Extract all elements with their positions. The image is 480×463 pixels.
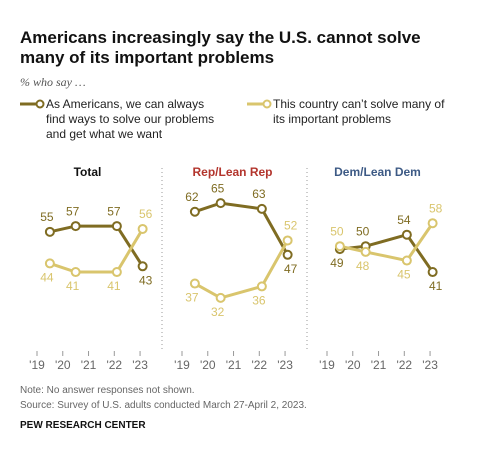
data-label: 41 <box>429 279 443 293</box>
point <box>137 223 148 234</box>
data-label: 50 <box>356 224 370 238</box>
point <box>427 218 438 229</box>
point <box>137 261 148 272</box>
point <box>282 235 293 246</box>
point <box>256 203 267 214</box>
data-label: 56 <box>139 207 153 221</box>
point <box>111 221 122 232</box>
data-label: 57 <box>107 204 121 218</box>
data-label: 50 <box>330 224 344 238</box>
data-label: 47 <box>284 262 298 276</box>
legend-marker <box>262 99 272 109</box>
x-tick-label: '22 <box>396 358 412 372</box>
data-label: 37 <box>185 291 199 305</box>
x-tick-label: '20 <box>55 358 71 372</box>
data-label: 55 <box>40 210 54 224</box>
data-label: 65 <box>211 181 225 195</box>
data-label: 45 <box>397 268 411 282</box>
x-tick-label: '19 <box>319 358 335 372</box>
data-label: 43 <box>139 273 153 287</box>
point <box>44 258 55 269</box>
data-label: 48 <box>356 259 370 273</box>
x-tick-label: '20 <box>200 358 216 372</box>
x-tick-label: '21 <box>81 358 97 372</box>
x-tick-label: '21 <box>371 358 387 372</box>
source: Source: Survey of U.S. adults conducted … <box>20 400 307 411</box>
title: Americans increasingly say the U.S. cann… <box>20 28 421 67</box>
x-tick-label: '23 <box>132 358 148 372</box>
point <box>44 226 55 237</box>
point <box>215 198 226 209</box>
data-label: 49 <box>330 256 344 270</box>
point <box>189 278 200 289</box>
credit: PEW RESEARCH CENTER <box>20 420 146 431</box>
point <box>256 281 267 292</box>
series-line <box>49 228 144 274</box>
x-tick-label: '20 <box>345 358 361 372</box>
x-tick-label: '21 <box>226 358 242 372</box>
series-line <box>194 201 289 256</box>
series-line <box>339 232 434 273</box>
point <box>70 221 81 232</box>
data-label: 62 <box>185 190 199 204</box>
point <box>215 292 226 303</box>
data-label: 41 <box>107 279 121 293</box>
point <box>70 267 81 278</box>
point <box>401 255 412 266</box>
series-line <box>194 239 289 300</box>
point <box>282 249 293 260</box>
x-tick-label: '22 <box>251 358 267 372</box>
point <box>334 241 345 252</box>
panel-title: Rep/Lean Rep <box>192 165 272 179</box>
note: Note: No answer responses not shown. <box>20 385 195 396</box>
series-line <box>339 222 434 263</box>
point <box>401 229 412 240</box>
point <box>427 267 438 278</box>
data-label: 54 <box>397 213 411 227</box>
point <box>189 206 200 217</box>
legend-label: As Americans, we can always find ways to… <box>46 97 215 141</box>
x-tick-label: '22 <box>106 358 122 372</box>
point <box>111 267 122 278</box>
panel-title: Dem/Lean Dem <box>334 165 421 179</box>
data-label: 41 <box>66 279 80 293</box>
data-label: 52 <box>284 219 298 233</box>
data-label: 32 <box>211 305 225 319</box>
legend-label: This country can’t solve many of its imp… <box>273 97 445 126</box>
series-line <box>49 224 144 268</box>
x-tick-label: '19 <box>29 358 45 372</box>
data-label: 36 <box>252 294 266 308</box>
data-label: 57 <box>66 204 80 218</box>
x-tick-label: '23 <box>277 358 293 372</box>
data-label: 58 <box>429 201 443 215</box>
data-label: 63 <box>252 187 266 201</box>
data-label: 44 <box>40 271 54 285</box>
point <box>360 246 371 257</box>
panel-title: Total <box>74 165 102 179</box>
x-tick-label: '19 <box>174 358 190 372</box>
legend-marker <box>35 99 45 109</box>
x-tick-label: '23 <box>422 358 438 372</box>
subtitle: % who say … <box>20 75 86 89</box>
